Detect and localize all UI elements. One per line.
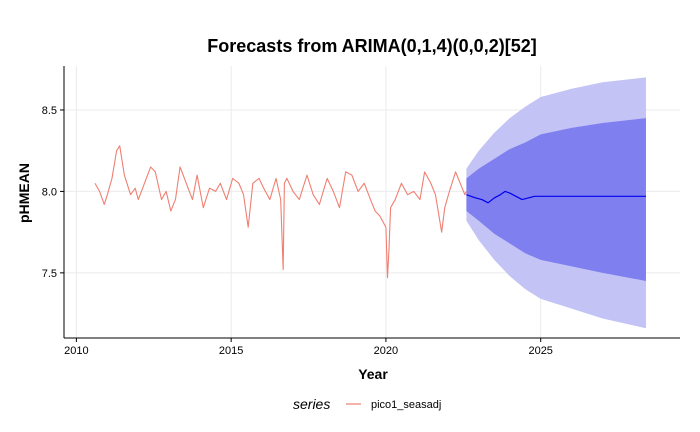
tick-labels: 2010 2015 2020 2025 7.5 8.0 8.5: [42, 105, 553, 357]
y-tick-label-0: 7.5: [42, 268, 57, 280]
x-tick-label-2: 2020: [374, 345, 398, 357]
forecast-line-group: [466, 190, 646, 204]
band-80: [466, 118, 646, 281]
x-tick-label-1: 2015: [219, 345, 243, 357]
x-axis-title: Year: [358, 366, 388, 382]
y-tick-label-1: 8.0: [42, 186, 57, 198]
forecast-band-80: [466, 118, 646, 281]
y-tick-label-2: 8.5: [42, 105, 57, 117]
legend: series pico1_seasadj: [293, 396, 441, 412]
forecast-series-line: [466, 190, 646, 204]
chart-title: Forecasts from ARIMA(0,1,4)(0,0,2)[52]: [207, 36, 536, 56]
axes: [60, 66, 680, 342]
y-axis-title: pHMEAN: [16, 163, 32, 223]
x-tick-label-0: 2010: [64, 345, 88, 357]
legend-title: series: [293, 396, 330, 412]
legend-label-pico1_seasadj: pico1_seasadj: [371, 399, 441, 411]
x-tick-label-3: 2025: [528, 345, 552, 357]
observed-series-line: [94, 145, 467, 279]
observed-line-group: [94, 145, 467, 279]
